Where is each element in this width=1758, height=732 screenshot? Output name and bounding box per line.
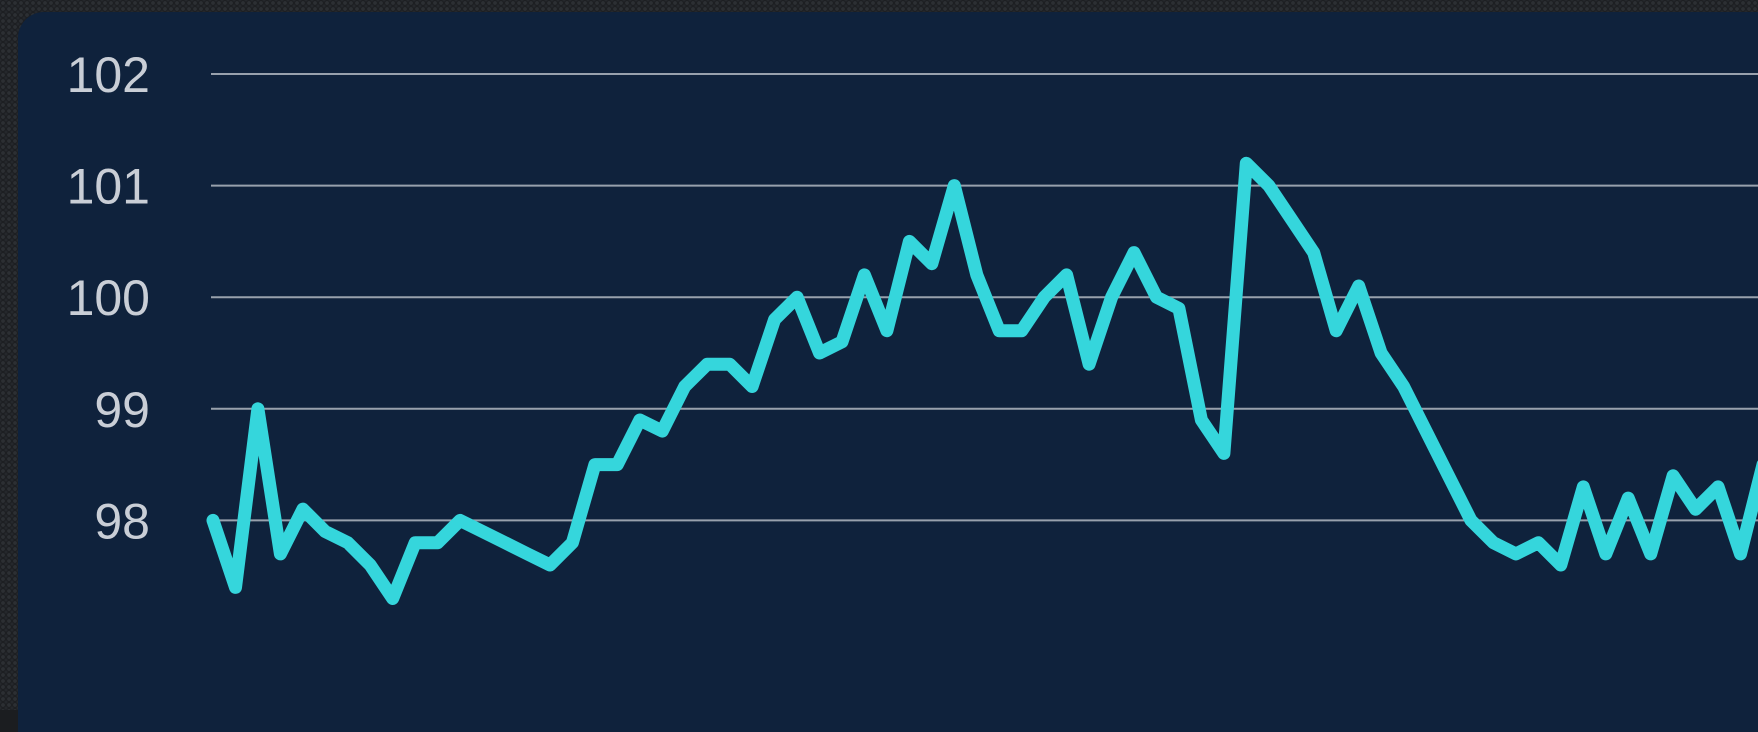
y-tick-label: 100 [67,270,150,326]
chart-panel: 98 99 100 101 102 [18,12,1758,732]
series-layer [206,156,1758,605]
y-tick-label: 98 [94,493,150,549]
y-tick-label: 102 [67,47,150,103]
y-axis-ticks: 98 99 100 101 102 [67,47,150,549]
line-chart: 98 99 100 101 102 [67,47,1758,605]
y-tick-label: 101 [67,159,150,215]
gridlines [211,73,1758,522]
y-tick-label: 99 [94,382,150,438]
series-line-0 [206,156,1758,605]
